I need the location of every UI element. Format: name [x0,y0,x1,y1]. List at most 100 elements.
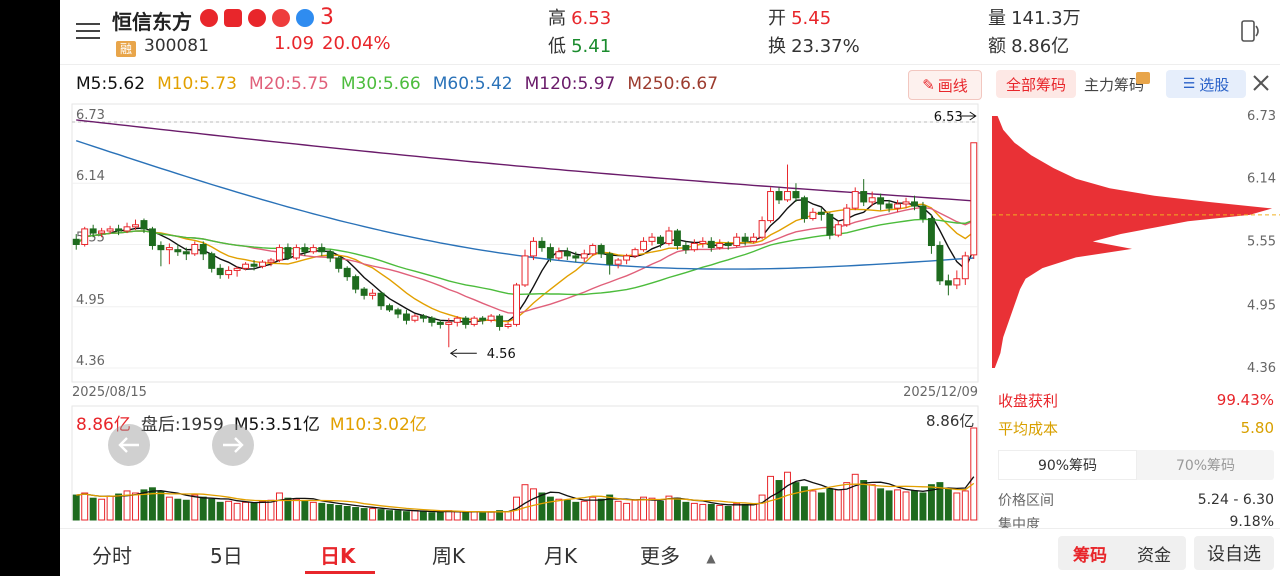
candle-body [504,323,512,327]
candle-body [216,267,224,276]
candle-body [123,226,131,232]
candle-body [538,240,546,249]
ma-line [75,218,975,296]
candle-body [318,247,326,253]
volume-bar [115,493,123,521]
cost-row: 平均成本 5.80 [998,414,1274,442]
cost-value: 5.80 [1240,419,1274,437]
volume-bar [250,502,258,521]
candle-body [733,236,741,247]
draw-line-button[interactable]: ✎ 画线 [908,70,982,100]
tab-5day[interactable]: 5日 [210,544,243,568]
arrow-left-icon [118,437,139,453]
rotate-screen-icon [1241,20,1259,42]
volume-bar [648,497,656,521]
candle-body [386,305,393,311]
candle-body [191,243,199,255]
volume-legend: 8.86亿 盘后:1959 M5:3.51亿 M10:3.02亿 [76,410,427,435]
volume-bar [614,500,622,521]
volume-bar [191,494,199,521]
tab-90-chips[interactable]: 90%筹码 [998,450,1137,480]
chip-tab-main[interactable]: 主力筹码 [1084,70,1151,98]
candle-body [301,247,309,253]
after-hours: 盘后:1959 [140,415,224,435]
tab-monthly-k[interactable]: 月K [544,544,578,568]
message-icon[interactable] [224,8,242,27]
volume-bar [428,512,436,521]
funds-button-label[interactable]: 资金 [1137,545,1171,566]
scroll-right-button[interactable] [212,424,254,466]
candle-body [106,228,114,232]
add-watchlist-label: 设自选 [1207,544,1261,565]
candle-body [530,240,537,257]
candle-body [479,317,487,321]
lock-icon [1136,72,1151,84]
chip-distribution-area [992,116,1272,368]
candle-body [640,240,648,251]
candle-body [199,243,207,255]
add-watchlist-button[interactable]: 设自选 [1194,536,1274,570]
x-end-label: 2025/12/09 [903,385,978,400]
volume-chart[interactable] [60,404,990,526]
candle-body [699,240,707,244]
volume-bar [970,427,978,521]
tab-70-chips[interactable]: 70%筹码 [1137,450,1274,480]
volume-bar [453,511,461,521]
tab-daily-k[interactable]: 日K [320,544,356,568]
amount-value: 8.86亿 [1011,36,1070,57]
tab-weekly-k[interactable]: 周K [432,544,466,568]
volume-value: 141.3万 [1011,8,1081,29]
candle-body [724,242,732,247]
candle-body [970,142,978,256]
candle-body [115,228,123,232]
candle-body [513,284,520,325]
candle-body [394,309,402,315]
chip-tab-all[interactable]: 全部筹码 [996,70,1076,98]
volume-bar [826,488,834,521]
volume-bar [843,482,851,521]
volume-bar [961,490,969,521]
chat-icon[interactable] [296,8,314,27]
hot-icon[interactable] [272,8,290,27]
pick-stock-button[interactable]: ☰ 选股 [1166,70,1246,98]
volume-amount: 8.86亿 [76,415,131,435]
chips-button[interactable]: 筹码 资金 [1058,536,1186,570]
candle-body [81,228,89,245]
scroll-left-button[interactable] [108,424,150,466]
low-value: 5.41 [571,36,612,57]
profit-label: 收盘获利 [998,391,1059,410]
price-range-value: 5.24 - 6.30 [1197,492,1274,508]
volume-bar [225,500,233,521]
quote-turnover: 换 23.37% [768,32,860,58]
volume-bar [589,496,597,521]
volume-bar [775,480,783,521]
quote-volume: 量 141.3万 [988,4,1081,30]
back-button[interactable] [74,18,102,44]
candle-body [792,191,800,199]
candle-body [589,245,597,255]
rotate-button[interactable] [1238,18,1262,44]
candle-body [309,247,317,253]
volume-bar [309,501,317,521]
chip-stats: 收盘获利 99.43% 平均成本 5.80 90%筹码 70%筹码 价格区间 5… [998,386,1274,532]
arrow-right-icon [223,437,244,453]
candle-body [369,292,377,296]
volume-bar [360,508,368,521]
volume-bar [487,511,495,521]
close-button[interactable] [1250,72,1272,94]
candle-body [572,255,580,259]
candle-body [690,242,698,251]
community-icon[interactable] [248,8,266,27]
candle-body [72,238,80,245]
cost-label: 平均成本 [998,419,1059,438]
high-arrowhead [969,111,977,121]
tab-intraday[interactable]: 分时 [92,544,132,568]
chip-distribution-chart[interactable]: 6.73 6.14 5.55 4.95 4.36 [992,100,1280,390]
quote-badge: 3 [320,5,334,30]
tab-more[interactable]: 更多 ▲ [640,540,716,569]
volume-bar [953,492,961,521]
candle-body [623,255,631,261]
volume-bar [165,496,173,521]
weibo-icon[interactable] [200,8,218,27]
